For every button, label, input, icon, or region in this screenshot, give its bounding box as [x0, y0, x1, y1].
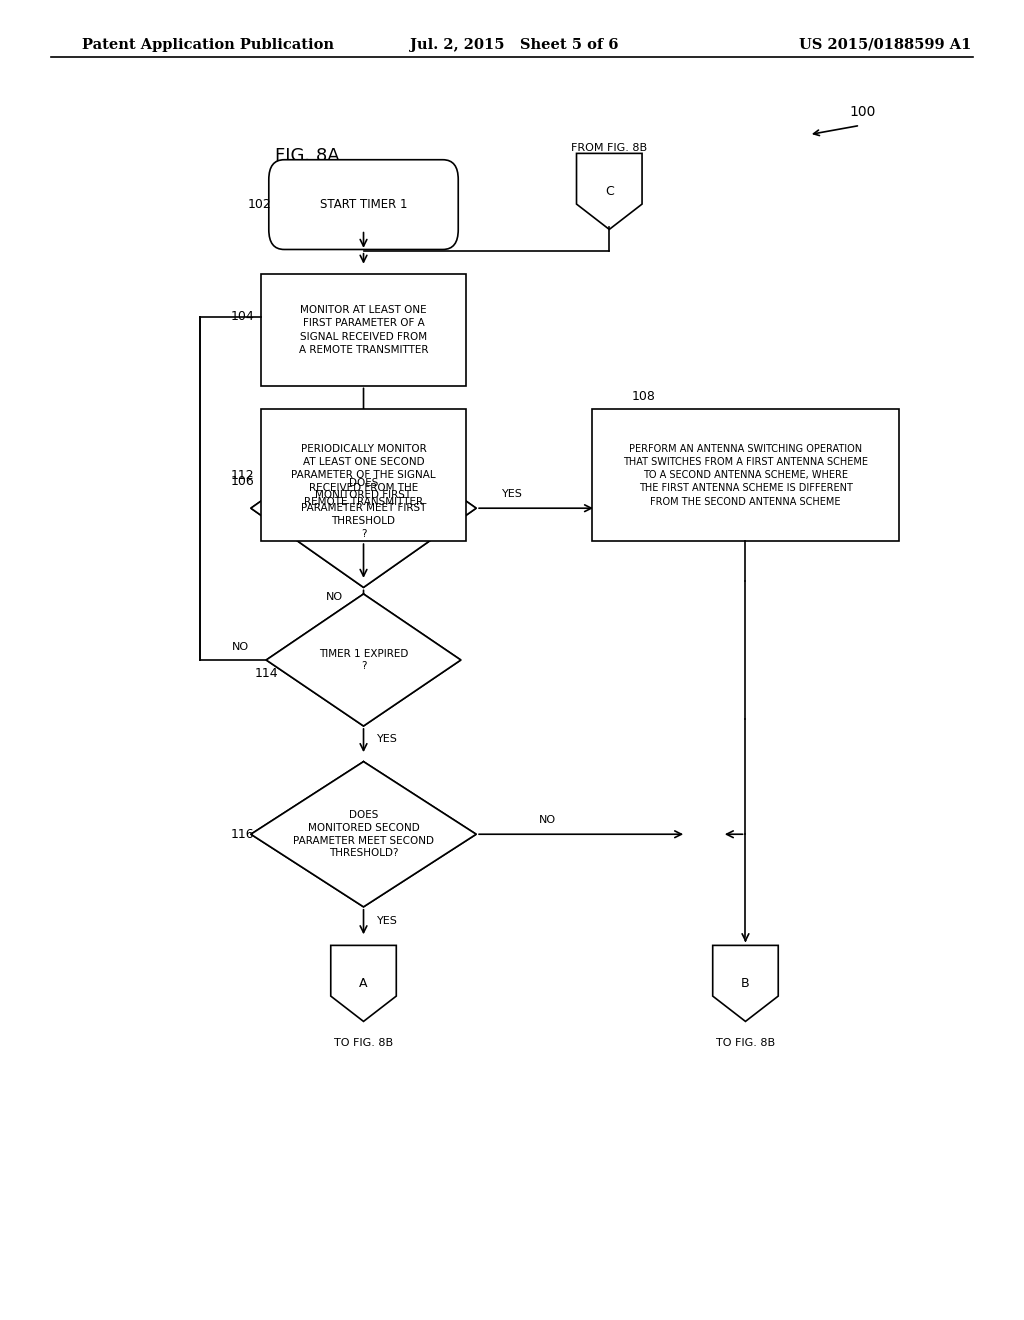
- Text: NO: NO: [232, 642, 249, 652]
- Text: 108: 108: [632, 389, 655, 403]
- Text: 112: 112: [230, 469, 254, 482]
- Polygon shape: [251, 429, 476, 587]
- Text: C: C: [605, 185, 613, 198]
- FancyBboxPatch shape: [592, 409, 899, 541]
- Polygon shape: [713, 945, 778, 1022]
- FancyBboxPatch shape: [261, 275, 466, 385]
- Polygon shape: [577, 153, 642, 230]
- Text: FIG. 8A: FIG. 8A: [274, 147, 340, 165]
- Text: TO FIG. 8B: TO FIG. 8B: [716, 1038, 775, 1048]
- Text: NO: NO: [326, 591, 343, 602]
- Text: YES: YES: [377, 734, 397, 744]
- Text: TIMER 1 EXPIRED
?: TIMER 1 EXPIRED ?: [318, 648, 409, 672]
- Polygon shape: [251, 762, 476, 907]
- FancyBboxPatch shape: [268, 160, 458, 249]
- Text: B: B: [741, 977, 750, 990]
- Text: NO: NO: [540, 814, 556, 825]
- Text: MONITOR AT LEAST ONE
FIRST PARAMETER OF A
SIGNAL RECEIVED FROM
A REMOTE TRANSMIT: MONITOR AT LEAST ONE FIRST PARAMETER OF …: [299, 305, 428, 355]
- Text: 116: 116: [230, 828, 254, 841]
- Text: 100: 100: [850, 106, 877, 119]
- Text: YES: YES: [377, 916, 397, 927]
- Text: DOES
MONITORED SECOND
PARAMETER MEET SECOND
THRESHOLD?: DOES MONITORED SECOND PARAMETER MEET SEC…: [293, 810, 434, 858]
- Text: FROM FIG. 8B: FROM FIG. 8B: [571, 143, 647, 153]
- Text: TO FIG. 8B: TO FIG. 8B: [334, 1038, 393, 1048]
- Polygon shape: [266, 594, 461, 726]
- Text: PERFORM AN ANTENNA SWITCHING OPERATION
THAT SWITCHES FROM A FIRST ANTENNA SCHEME: PERFORM AN ANTENNA SWITCHING OPERATION T…: [623, 444, 868, 507]
- Text: US 2015/0188599 A1: US 2015/0188599 A1: [799, 38, 971, 51]
- Text: PERIODICALLY MONITOR
AT LEAST ONE SECOND
PARAMETER OF THE SIGNAL
RECEIVED FROM T: PERIODICALLY MONITOR AT LEAST ONE SECOND…: [291, 444, 436, 507]
- Text: START TIMER 1: START TIMER 1: [319, 198, 408, 211]
- Text: Jul. 2, 2015   Sheet 5 of 6: Jul. 2, 2015 Sheet 5 of 6: [410, 38, 618, 51]
- Text: YES: YES: [502, 488, 522, 499]
- Text: 102: 102: [248, 198, 271, 211]
- Polygon shape: [331, 945, 396, 1022]
- Text: DOES
MONITORED FIRST
PARAMETER MEET FIRST
THRESHOLD
?: DOES MONITORED FIRST PARAMETER MEET FIRS…: [301, 478, 426, 539]
- FancyBboxPatch shape: [261, 409, 466, 541]
- Text: Patent Application Publication: Patent Application Publication: [82, 38, 334, 51]
- Text: 106: 106: [230, 475, 254, 488]
- Text: 104: 104: [230, 310, 254, 323]
- Text: 114: 114: [255, 667, 279, 680]
- Text: A: A: [359, 977, 368, 990]
